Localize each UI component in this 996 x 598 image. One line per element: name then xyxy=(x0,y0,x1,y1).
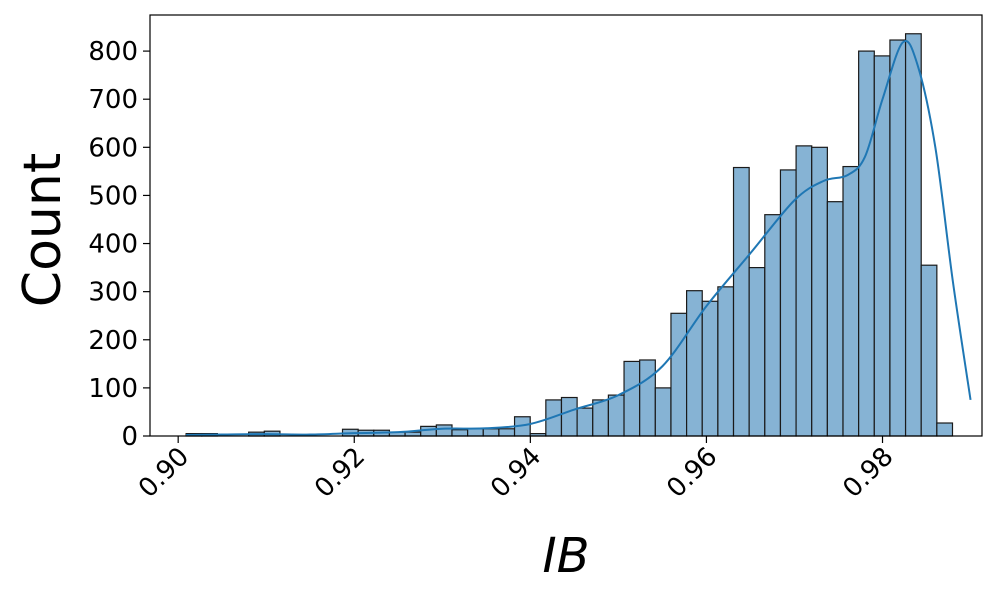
histogram-bar xyxy=(701,300,719,437)
histogram-bar xyxy=(623,360,641,437)
histogram-bar xyxy=(576,407,594,437)
x-axis-label: IB xyxy=(542,528,589,584)
histogram-bar xyxy=(467,428,484,437)
histogram-bar xyxy=(795,145,813,437)
x-tick-label: 0.98 xyxy=(837,442,899,504)
histogram-bar xyxy=(498,428,516,437)
histogram-bar xyxy=(889,39,907,437)
histogram-bar xyxy=(686,290,703,437)
x-tick-label: 0.94 xyxy=(485,442,547,504)
x-axis: 0.90 0.92 0.94 0.96 0.98 xyxy=(133,436,899,504)
histogram-bar xyxy=(920,264,938,437)
histogram-bar xyxy=(435,424,453,437)
y-tick-label: 300 xyxy=(88,278,138,308)
kde-curve xyxy=(186,40,972,437)
histogram-bar xyxy=(592,399,609,437)
histogram-bar xyxy=(639,359,656,437)
histogram-bar xyxy=(842,165,860,437)
histogram-bars xyxy=(185,33,954,437)
y-tick-label: 400 xyxy=(88,230,138,260)
histogram-bar xyxy=(858,50,875,437)
histogram-bar xyxy=(779,169,797,437)
histogram-bar xyxy=(936,422,954,437)
histogram-bar xyxy=(717,286,735,437)
y-tick-label: 600 xyxy=(88,133,138,163)
histogram-bar xyxy=(826,201,844,437)
y-tick-label: 100 xyxy=(88,374,138,404)
histogram-bar xyxy=(560,396,578,437)
histogram-bar xyxy=(764,214,782,437)
y-tick-label: 200 xyxy=(88,326,138,356)
histogram-bar xyxy=(670,312,688,437)
y-tick-label: 700 xyxy=(88,85,138,115)
x-tick-label: 0.96 xyxy=(661,442,723,504)
histogram-bar xyxy=(451,429,469,437)
y-tick-label: 800 xyxy=(88,37,138,67)
histogram-bar xyxy=(811,146,828,437)
histogram-bar xyxy=(654,387,672,437)
histogram-bar xyxy=(873,55,891,437)
y-axis: 0 100 200 300 400 500 600 700 800 xyxy=(88,37,150,452)
x-tick-label: 0.90 xyxy=(133,442,195,504)
y-axis-label: Count xyxy=(13,153,73,307)
y-tick-label: 0 xyxy=(121,422,138,452)
histogram-bar xyxy=(748,267,766,437)
histogram-bar xyxy=(482,428,500,437)
histogram-bar xyxy=(904,33,922,437)
y-tick-label: 500 xyxy=(88,181,138,211)
histogram-bar xyxy=(607,394,625,437)
x-tick-label: 0.92 xyxy=(309,442,371,504)
plot-frame xyxy=(149,14,983,437)
histogram-bar xyxy=(732,166,750,437)
